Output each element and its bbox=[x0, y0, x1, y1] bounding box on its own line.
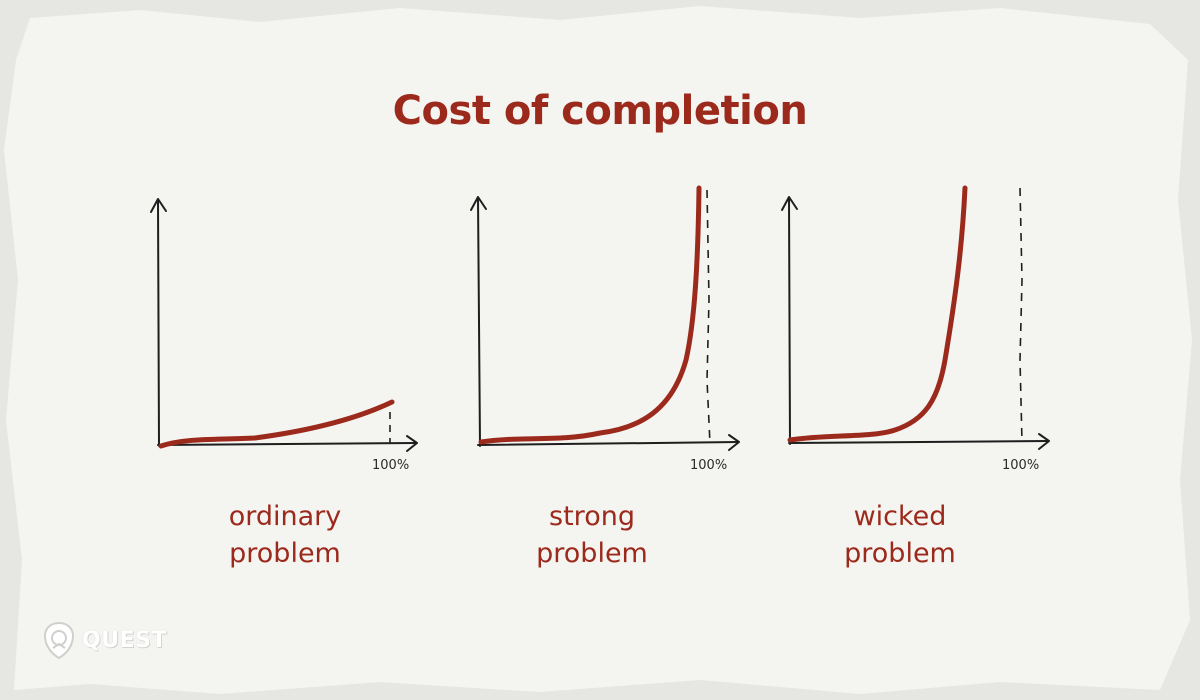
caption-ordinary-line2: problem bbox=[229, 538, 341, 569]
x-axis-ordinary bbox=[157, 435, 418, 452]
diagram-title: Cost of completion bbox=[392, 88, 808, 134]
x-axis-strong bbox=[477, 434, 740, 451]
x-mark-label-strong: 100% bbox=[690, 458, 728, 473]
caption-wicked: wicked problem bbox=[790, 498, 1010, 572]
caption-wicked-line2: problem bbox=[844, 538, 956, 569]
y-axis-wicked bbox=[781, 196, 798, 445]
caption-ordinary: ordinary problem bbox=[175, 498, 395, 572]
caption-strong-line1: strong bbox=[549, 501, 635, 532]
x-mark-label-wicked: 100% bbox=[1002, 458, 1040, 473]
logo-text: QUEST bbox=[82, 627, 167, 653]
asymptote-line-wicked bbox=[1019, 187, 1023, 443]
y-axis-ordinary bbox=[150, 198, 167, 447]
x-axis-wicked bbox=[788, 433, 1050, 450]
caption-strong: strong problem bbox=[482, 498, 702, 572]
x-mark-label-ordinary: 100% bbox=[372, 458, 410, 473]
caption-strong-line2: problem bbox=[536, 538, 648, 569]
cost-curve-ordinary bbox=[158, 399, 395, 449]
cost-curve-wicked bbox=[787, 185, 968, 443]
y-axis-strong bbox=[470, 196, 487, 447]
caption-ordinary-line1: ordinary bbox=[228, 501, 342, 532]
caption-wicked-line1: wicked bbox=[853, 501, 947, 532]
cost-curve-strong bbox=[478, 185, 702, 445]
asymptote-line-strong bbox=[706, 189, 711, 445]
shield-crest-icon bbox=[43, 621, 75, 660]
quest-logo: QUEST bbox=[40, 620, 167, 660]
